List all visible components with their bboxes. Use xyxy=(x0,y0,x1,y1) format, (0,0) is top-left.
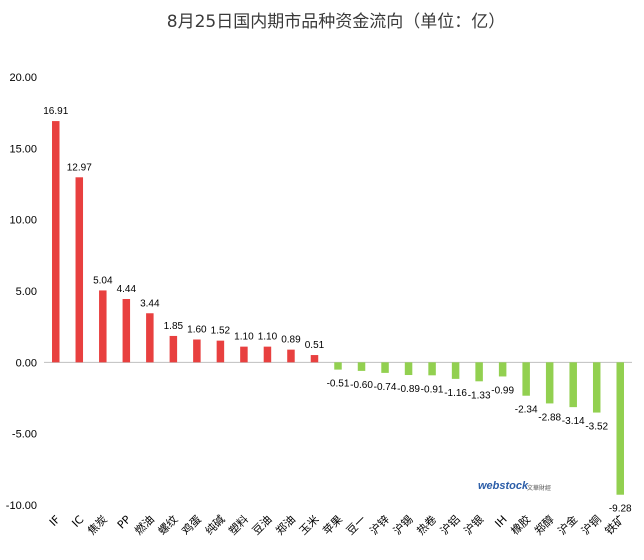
data-label: 3.44 xyxy=(140,298,160,309)
y-tick-label: 10.00 xyxy=(9,215,37,227)
data-label: -1.16 xyxy=(444,388,467,399)
data-label: -0.51 xyxy=(327,379,350,390)
bar xyxy=(334,362,342,370)
bar xyxy=(522,362,530,396)
x-tick-label: 玉米 xyxy=(297,513,322,538)
x-tick-label: IH xyxy=(492,513,509,530)
data-label: 0.51 xyxy=(305,340,325,351)
bar xyxy=(592,362,601,413)
x-tick-label: 郑醇 xyxy=(531,512,556,537)
x-tick-label: 焦炭 xyxy=(85,513,110,538)
data-label: -1.33 xyxy=(468,390,491,401)
watermark-sub: 文華財經 xyxy=(527,484,551,492)
x-tick-label: 塑料 xyxy=(226,512,251,537)
data-label: 1.10 xyxy=(234,332,254,343)
bar-series xyxy=(52,121,624,495)
data-label: 4.44 xyxy=(117,284,137,295)
x-tick-label: 苹果 xyxy=(320,512,345,537)
watermark-brand: webstock xyxy=(478,480,529,492)
bar xyxy=(122,298,131,363)
bar xyxy=(404,362,413,376)
bar xyxy=(545,362,554,404)
x-tick-label: 沪铝 xyxy=(437,512,462,537)
y-tick-label: 5.00 xyxy=(16,286,37,298)
bar xyxy=(287,349,295,363)
data-label: -2.88 xyxy=(538,412,561,423)
bar xyxy=(475,362,483,382)
data-label: -3.52 xyxy=(585,422,608,433)
bar xyxy=(498,362,507,377)
data-label: -0.91 xyxy=(421,384,444,395)
x-tick-label: 豆油 xyxy=(249,512,274,537)
data-label: 5.04 xyxy=(93,275,113,286)
bar xyxy=(169,335,178,363)
bar xyxy=(616,362,624,495)
bar xyxy=(569,362,577,408)
data-label: 1.52 xyxy=(211,326,231,337)
bar xyxy=(146,313,154,363)
bar xyxy=(240,346,248,363)
x-tick-label: 纯碱 xyxy=(203,513,228,538)
y-tick-label: 0.00 xyxy=(16,357,37,369)
data-label: -9.28 xyxy=(609,504,632,515)
y-tick-label: -5.00 xyxy=(12,429,37,441)
bar xyxy=(52,121,60,363)
x-tick-label: IC xyxy=(69,513,86,530)
x-tick-label: IF xyxy=(47,513,63,529)
x-tick-label: 沪铜 xyxy=(578,512,603,537)
data-label: -0.60 xyxy=(350,380,373,391)
bar xyxy=(451,362,460,379)
x-tick-label: 螺纹 xyxy=(155,512,180,537)
bar xyxy=(381,362,389,373)
data-label: 16.91 xyxy=(43,106,68,117)
watermark-logo: webstock 文華財經 xyxy=(478,480,551,492)
bar xyxy=(357,362,366,371)
data-label: -0.89 xyxy=(397,384,420,395)
y-tick-label: 15.00 xyxy=(9,143,37,155)
bar xyxy=(193,339,201,363)
bar xyxy=(99,290,107,363)
chart-title: 8月25日国内期市品种资金流向（单位：亿） xyxy=(167,12,505,32)
x-tick-label: 热卷 xyxy=(414,512,439,537)
x-tick-label: 豆一 xyxy=(344,513,369,538)
bar xyxy=(75,177,84,363)
bar xyxy=(216,340,225,363)
data-label: 0.89 xyxy=(281,335,301,346)
x-tick-label: PP xyxy=(115,513,134,532)
y-tick-label: -10.00 xyxy=(6,500,37,512)
x-tick-label: 沪锌 xyxy=(367,512,392,537)
bar xyxy=(263,346,272,363)
x-tick-label: 橡胶 xyxy=(508,512,533,537)
data-label: 1.10 xyxy=(258,332,278,343)
data-label: -2.34 xyxy=(515,405,538,416)
x-tick-label: 鸡蛋 xyxy=(179,512,204,537)
data-label: -0.99 xyxy=(491,385,514,396)
x-tick-label: 沪金 xyxy=(555,512,580,537)
x-tick-label: 沪锡 xyxy=(390,512,415,537)
data-label: 1.85 xyxy=(164,321,184,332)
y-tick-label: 20.00 xyxy=(9,72,37,84)
x-tick-label: 郑油 xyxy=(273,512,298,537)
x-tick-label: 铁矿 xyxy=(603,513,628,538)
data-label: 12.97 xyxy=(67,162,92,173)
bar xyxy=(428,362,436,376)
bar xyxy=(310,355,319,363)
x-tick-label: 沪银 xyxy=(461,512,486,537)
data-label: -3.14 xyxy=(562,416,585,427)
x-tick-label: 燃油 xyxy=(132,512,157,537)
data-label: -0.74 xyxy=(374,382,397,393)
data-label: 1.60 xyxy=(187,325,207,336)
